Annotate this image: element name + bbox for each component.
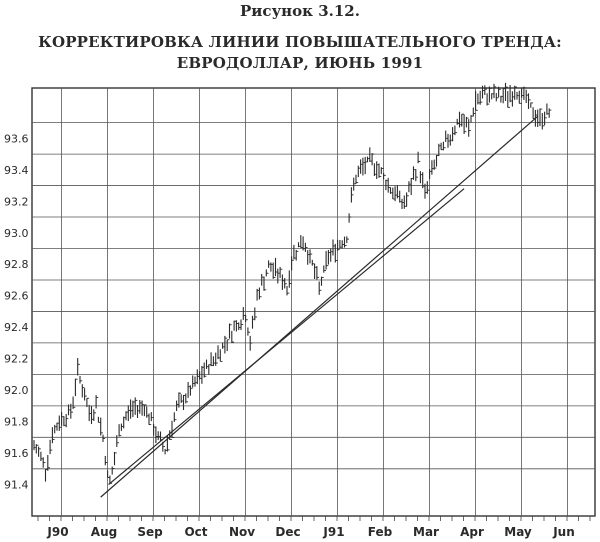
- y-tick-label: 91.8: [4, 416, 29, 429]
- x-tick-label: J91: [322, 525, 344, 539]
- y-tick-label: 92.8: [4, 258, 29, 271]
- x-tick-label: May: [504, 525, 532, 539]
- y-tick-label: 92.6: [4, 290, 29, 303]
- chart-title-line-1: КОРРЕКТИРОВКА ЛИНИИ ПОВЫШАТЕЛЬНОГО ТРЕНД…: [38, 33, 562, 51]
- y-tick-label: 92.2: [4, 353, 29, 366]
- x-tick-label: Feb: [368, 525, 393, 539]
- figure-label: Рисунок 3.12.: [240, 2, 360, 20]
- uptrend-line-2: [100, 115, 539, 498]
- chart-title-line-2: ЕВРОДОЛЛАР, ИЮНЬ 1991: [176, 54, 424, 72]
- x-tick-label: Jun: [552, 525, 575, 539]
- x-tick-label: J90: [46, 525, 68, 539]
- x-tick-label: Apr: [460, 525, 484, 539]
- x-tick-label: Dec: [275, 525, 300, 539]
- x-tick-label: Nov: [229, 525, 255, 539]
- chart-title: КОРРЕКТИРОВКА ЛИНИИ ПОВЫШАТЕЛЬНОГО ТРЕНД…: [0, 32, 600, 74]
- y-tick-label: 92.4: [4, 321, 29, 334]
- y-tick-label: 91.4: [4, 479, 29, 492]
- uptrend-line-1: [108, 188, 465, 485]
- y-tick-label: 92.0: [4, 384, 29, 397]
- plot-frame: [31, 87, 596, 517]
- y-tick-label: 91.6: [4, 447, 29, 460]
- y-tick-label: 93.6: [4, 132, 29, 145]
- y-tick-label: 93.0: [4, 227, 29, 240]
- y-tick-label: 93.4: [4, 164, 29, 177]
- x-tick-label: Oct: [184, 525, 207, 539]
- x-tick-label: Aug: [91, 525, 117, 539]
- y-tick-label: 93.2: [4, 195, 29, 208]
- x-tick-label: Sep: [137, 525, 163, 539]
- x-tick-label: Mar: [413, 525, 439, 539]
